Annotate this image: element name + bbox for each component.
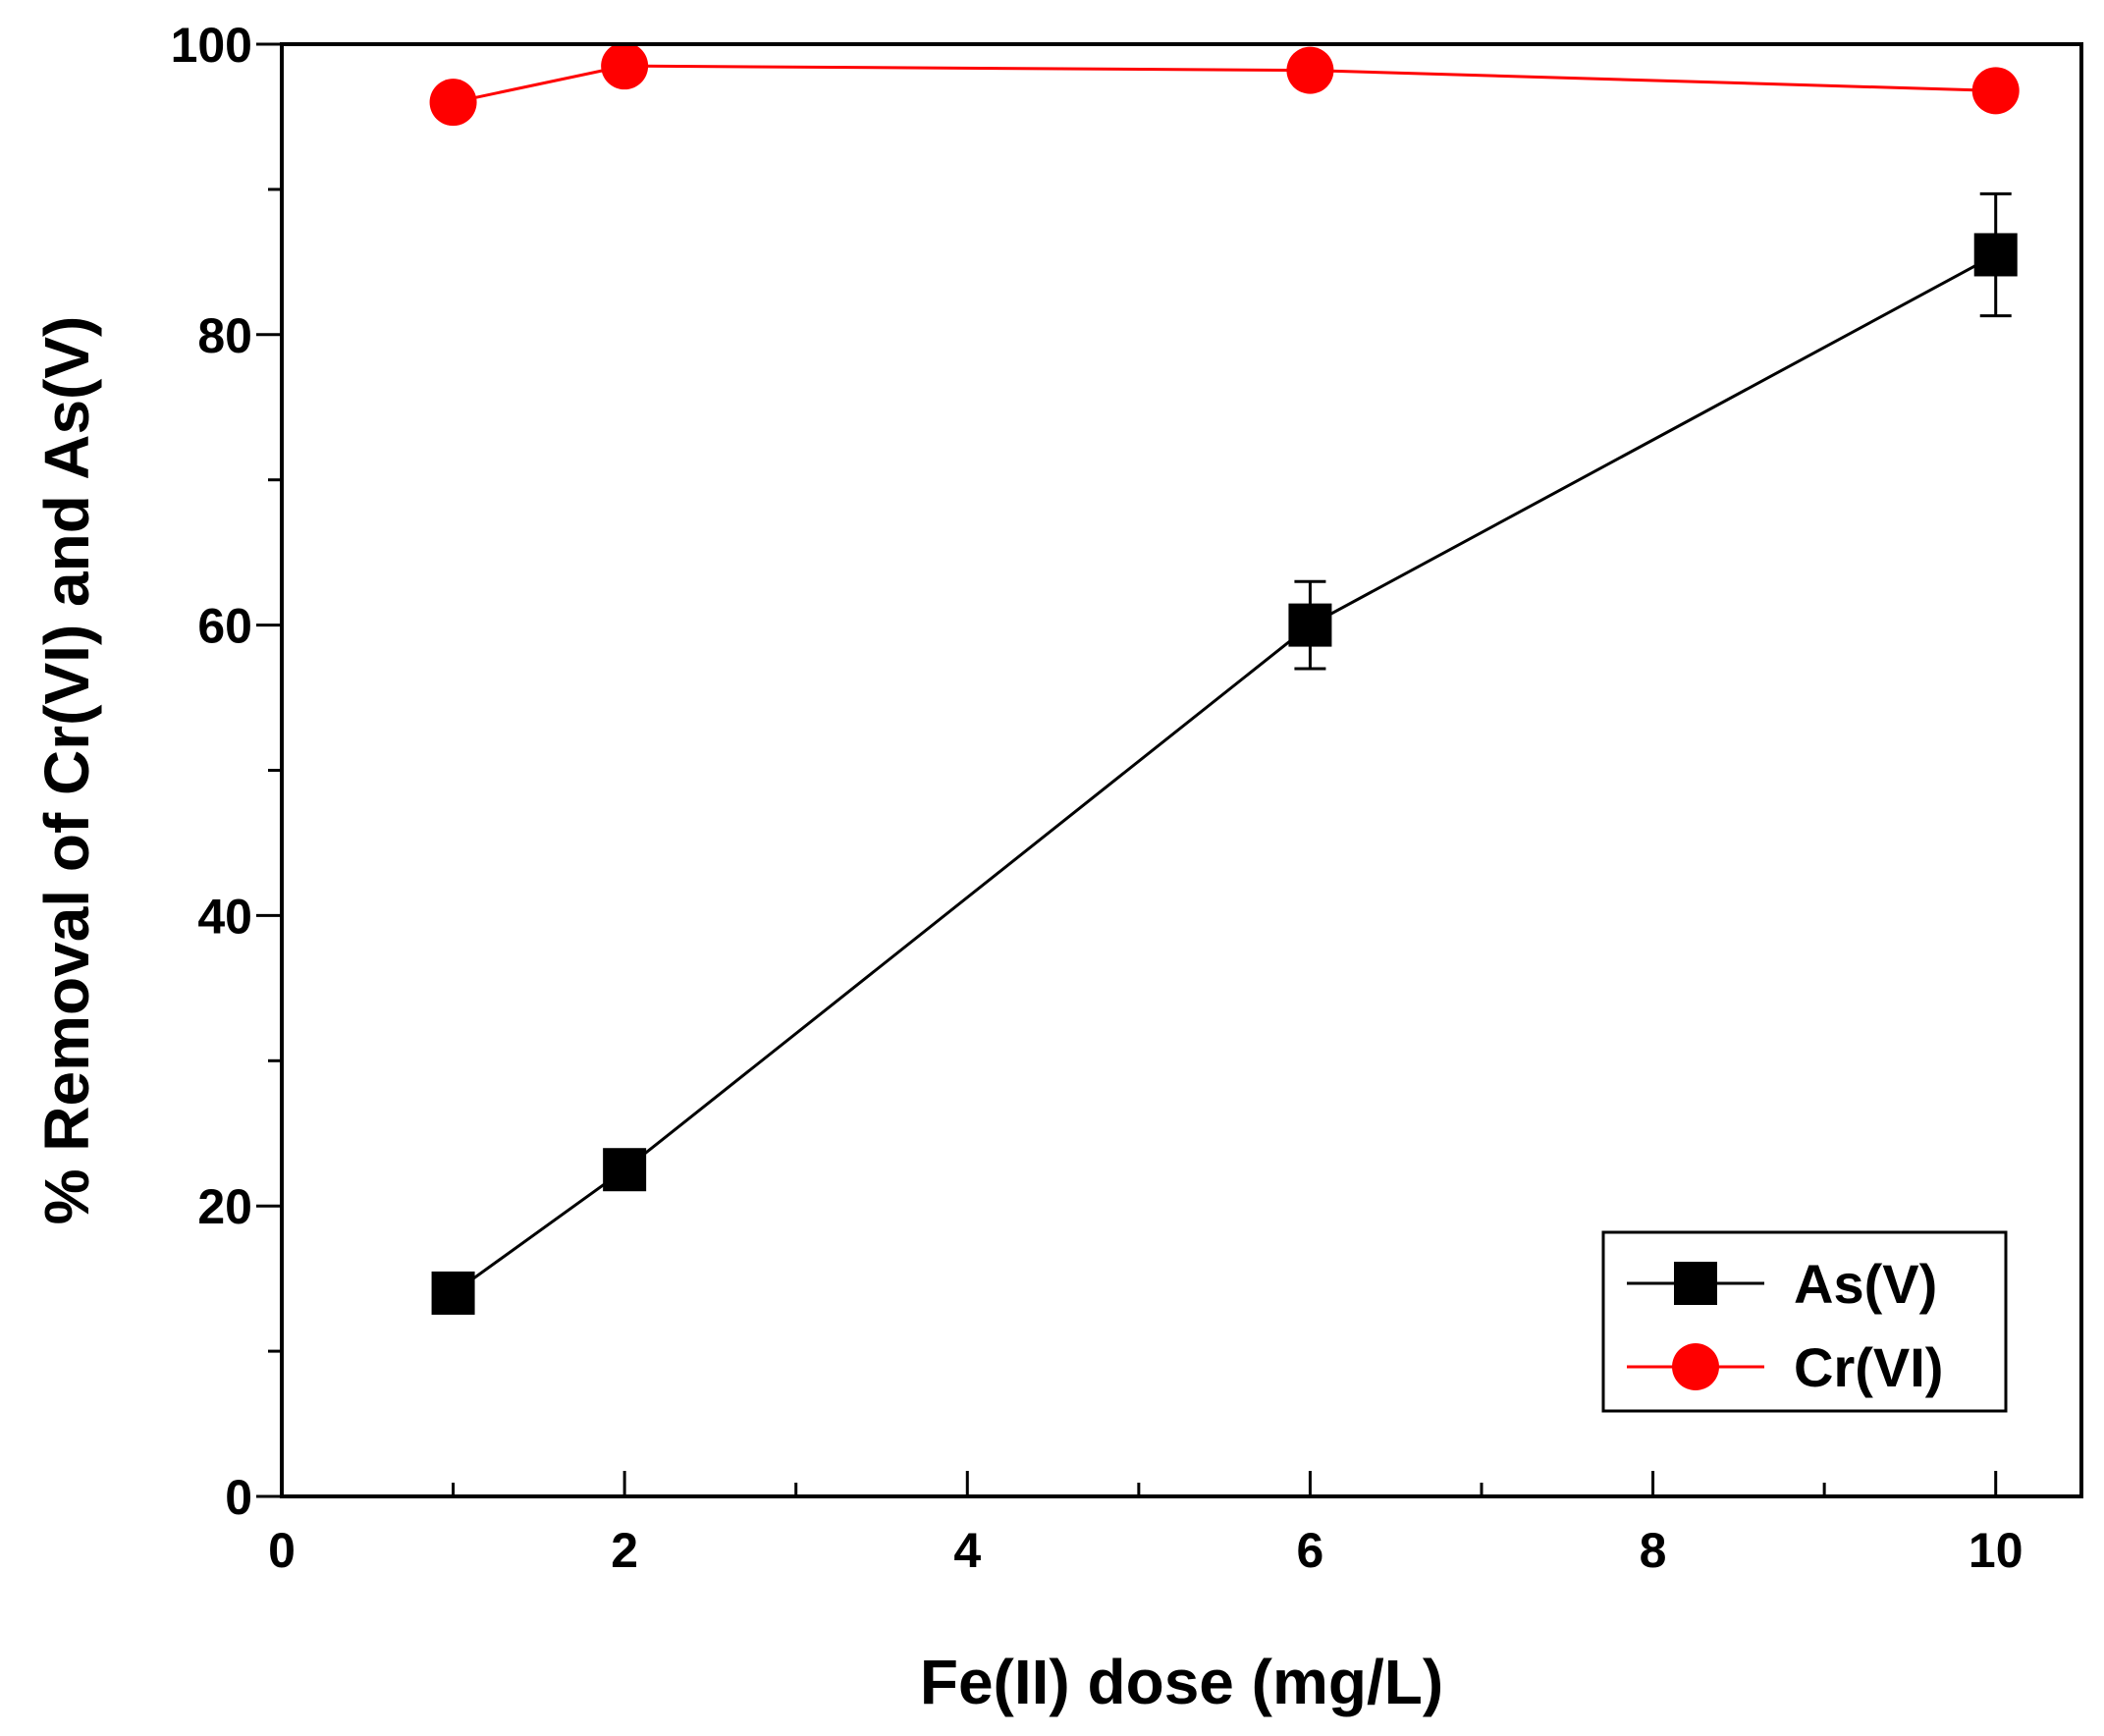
data-point bbox=[1286, 46, 1334, 94]
x-tick-label: 4 bbox=[953, 1523, 981, 1578]
x-axis-ticks: 0 2 4 6 8 10 bbox=[268, 1471, 2023, 1578]
y-tick-label: 40 bbox=[197, 889, 252, 944]
y-tick-label: 60 bbox=[197, 599, 252, 654]
x-axis-title: Fe(II) dose (mg/L) bbox=[920, 1647, 1443, 1717]
y-axis-ticks: 0 20 40 60 80 100 bbox=[171, 18, 282, 1525]
x-tick-label: 0 bbox=[268, 1523, 296, 1578]
data-point bbox=[429, 79, 477, 127]
legend-label: Cr(VI) bbox=[1794, 1336, 1943, 1398]
plot-frame bbox=[280, 42, 2083, 1498]
data-point bbox=[1971, 67, 2020, 115]
data-point bbox=[1288, 603, 1332, 647]
legend-box bbox=[1601, 1230, 2008, 1413]
data-point bbox=[431, 1271, 475, 1315]
x-tick-label: 8 bbox=[1640, 1523, 1667, 1578]
legend: As(V) Cr(VI) bbox=[1601, 1230, 2008, 1413]
series-line bbox=[452, 253, 1997, 1295]
plot-series bbox=[429, 42, 2020, 1315]
y-tick-label: 20 bbox=[197, 1179, 252, 1234]
x-tick-label: 6 bbox=[1297, 1523, 1324, 1578]
legend-label: As(V) bbox=[1794, 1253, 1937, 1315]
data-point bbox=[603, 1148, 647, 1192]
y-tick-label: 100 bbox=[171, 18, 252, 73]
data-point bbox=[1973, 233, 2018, 277]
y-tick-label: 80 bbox=[197, 308, 252, 363]
y-tick-label: 0 bbox=[225, 1470, 252, 1525]
x-tick-label: 10 bbox=[1969, 1523, 2023, 1578]
legend-marker bbox=[1672, 1343, 1719, 1390]
legend-marker bbox=[1674, 1262, 1717, 1305]
data-point bbox=[601, 42, 649, 90]
y-axis-title: % Removal of Cr(VI) and As(V) bbox=[31, 316, 102, 1225]
series-line bbox=[453, 64, 1996, 104]
x-tick-label: 2 bbox=[611, 1523, 638, 1578]
